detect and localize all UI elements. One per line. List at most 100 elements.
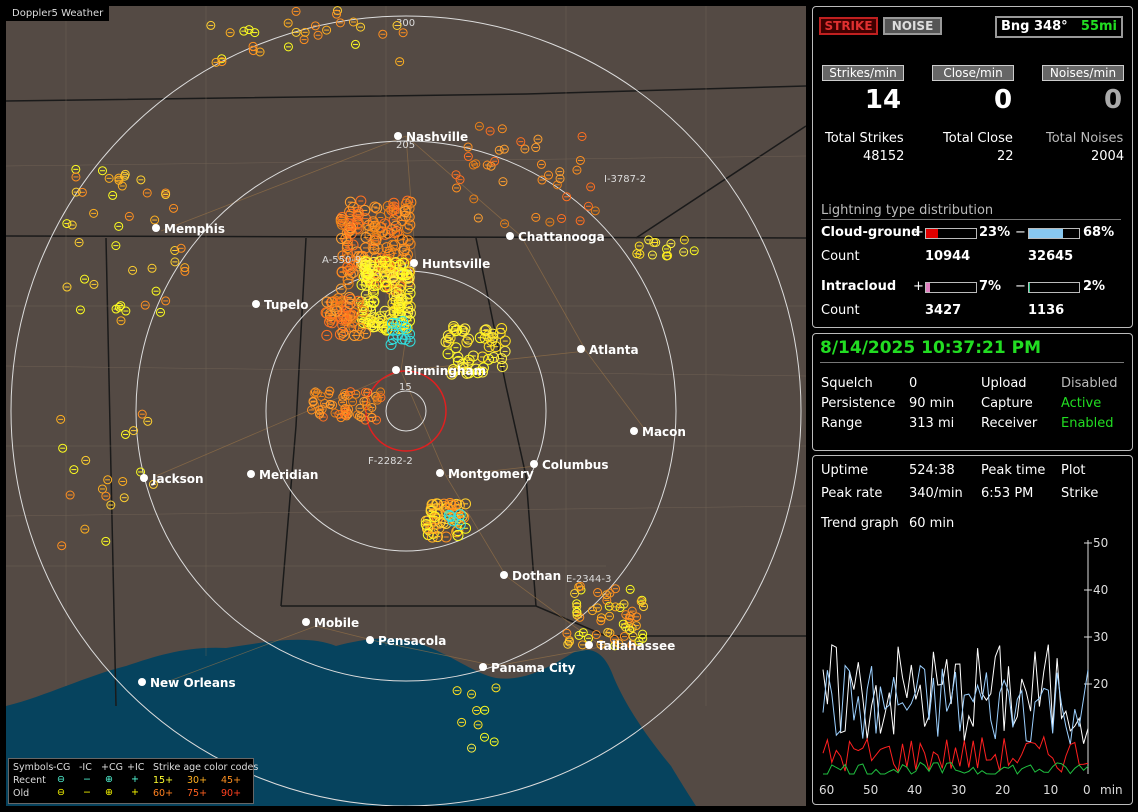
city-label: Pensacola [378, 634, 446, 648]
total-strikes: 48152 [863, 149, 905, 164]
strikes-per-min-header: Strikes/min [822, 65, 904, 81]
cg-positive-bar [925, 228, 977, 239]
city-dot [630, 427, 638, 435]
city-label: Birmingham [404, 364, 486, 378]
cg-negative-pct: 68% [1083, 225, 1115, 240]
ring-label-300: 300 [396, 18, 415, 29]
persistence-label: Persistence [821, 396, 896, 411]
legend-type-neg-ic: -IC [79, 762, 92, 773]
city-label: Meridian [259, 468, 318, 482]
trend-graph-label: Trend graph [821, 516, 899, 531]
trend-graph: 50 40 30 20 60 50 40 30 20 10 0 min [819, 536, 1123, 797]
plot-label: Plot [1061, 463, 1086, 478]
legend-symbols-label: Symbols [13, 762, 54, 773]
ic-minus-sign: − [1015, 279, 1026, 294]
trend-graph-value: 60 min [909, 516, 955, 531]
city-label: Columbus [542, 458, 609, 472]
y-tick-50: 50 [1093, 536, 1108, 550]
city-dot [152, 224, 160, 232]
city-label: Huntsville [422, 257, 490, 271]
trend-line-ic [823, 761, 1089, 775]
ring-label-205: 205 [396, 140, 415, 151]
uptime-label: Uptime [821, 463, 869, 478]
noise-button[interactable]: NOISE [883, 17, 942, 35]
cg-negative-count: 32645 [1028, 249, 1074, 264]
city-label: New Orleans [150, 676, 236, 690]
city-dot [500, 571, 508, 579]
total-close-label: Total Close [943, 131, 1013, 146]
old-pos-cg-icon: ⊕ [105, 787, 113, 798]
x-tick-20: 20 [995, 783, 1010, 797]
bearing-box: Bng 348° 55mi [995, 16, 1123, 38]
legend-type-pos-ic: +IC [127, 762, 145, 773]
city-dot [138, 678, 146, 686]
cg-negative-bar [1028, 228, 1080, 239]
lightning-map[interactable]: 300 205 110 15 NashvilleMemphisChattanoo… [6, 6, 806, 806]
range-value: 313 mi [909, 416, 955, 431]
bearing-label: Bng 348° [1001, 19, 1068, 34]
total-noises-label: Total Noises [1046, 131, 1124, 146]
state-borders [6, 85, 806, 707]
squelch-label: Squelch [821, 376, 873, 391]
city-dot [410, 259, 418, 267]
ic-positive-count: 3427 [925, 303, 962, 318]
receiver-value: Enabled [1061, 416, 1114, 431]
noises-per-min: 0 [1103, 85, 1123, 115]
storm-label: F-2282-2 [368, 456, 413, 467]
total-strikes-label: Total Strikes [825, 131, 904, 146]
capture-value: Active [1061, 396, 1102, 411]
x-tick-30: 30 [951, 783, 966, 797]
plot-value[interactable]: Strike [1061, 486, 1099, 501]
datetime: 8/14/2025 10:37:21 PM [820, 338, 1041, 358]
range-rings [10, 15, 802, 806]
y-tick-40: 40 [1093, 583, 1108, 597]
city-dot [247, 470, 255, 478]
storm-label: I-3787-2 [604, 174, 646, 185]
ic-positive-pct: 7% [979, 279, 1002, 294]
peak-rate-value: 340/min [909, 486, 963, 501]
intracloud-label: Intracloud [821, 279, 897, 294]
city-dot [302, 618, 310, 626]
cloud-ground-label: Cloud-ground [821, 225, 921, 240]
close-per-min: 0 [993, 85, 1013, 115]
recent-neg-cg-icon: ⊖ [57, 774, 65, 785]
persistence-value: 90 min [909, 396, 955, 411]
city-dot [252, 300, 260, 308]
age-60: 60+ [153, 788, 174, 799]
close-per-min-header: Close/min [932, 65, 1014, 81]
cg-minus-sign: − [1015, 225, 1026, 240]
upload-value: Disabled [1061, 376, 1118, 391]
ic-plus-sign: + [913, 279, 924, 294]
peak-rate-label: Peak rate [821, 486, 883, 501]
total-close: 22 [997, 149, 1014, 164]
noises-per-min-header: Noises/min [1042, 65, 1124, 81]
city-labels: Nashville Memphis Chattanooga Huntsville Tup… [138, 130, 686, 690]
city-label: Tupelo [264, 298, 309, 312]
x-unit: min [1100, 783, 1123, 797]
city-dot [436, 469, 444, 477]
status-panel: 8/14/2025 10:37:21 PM Squelch 0 Upload D… [812, 333, 1133, 451]
upload-label: Upload [981, 376, 1027, 391]
trend-line-pos-cg [822, 735, 1089, 773]
divider [820, 362, 1124, 363]
x-tick-0: 0 [1083, 783, 1091, 797]
x-tick-60: 60 [819, 783, 834, 797]
uptime-value: 524:38 [909, 463, 955, 478]
recent-neg-ic-icon: − [83, 774, 91, 785]
age-15: 15+ [153, 775, 174, 786]
ic-negative-count: 1136 [1028, 303, 1065, 318]
strike-button[interactable]: STRIKE [819, 17, 878, 35]
legend-type-neg-cg: -CG [53, 762, 71, 773]
receiver-label: Receiver [981, 416, 1038, 431]
x-tick-10: 10 [1043, 783, 1058, 797]
legend-type-pos-cg: +CG [101, 762, 123, 773]
ic-count-label: Count [821, 303, 860, 318]
legend-age-title: Strike age color codes [153, 762, 259, 773]
peak-time-value: 6:53 PM [981, 486, 1034, 501]
city-dot [479, 663, 487, 671]
y-tick-20: 20 [1093, 677, 1108, 691]
city-dot [577, 345, 585, 353]
city-label: Chattanooga [518, 230, 605, 244]
age-90: 90+ [221, 788, 242, 799]
city-dot [140, 474, 148, 482]
